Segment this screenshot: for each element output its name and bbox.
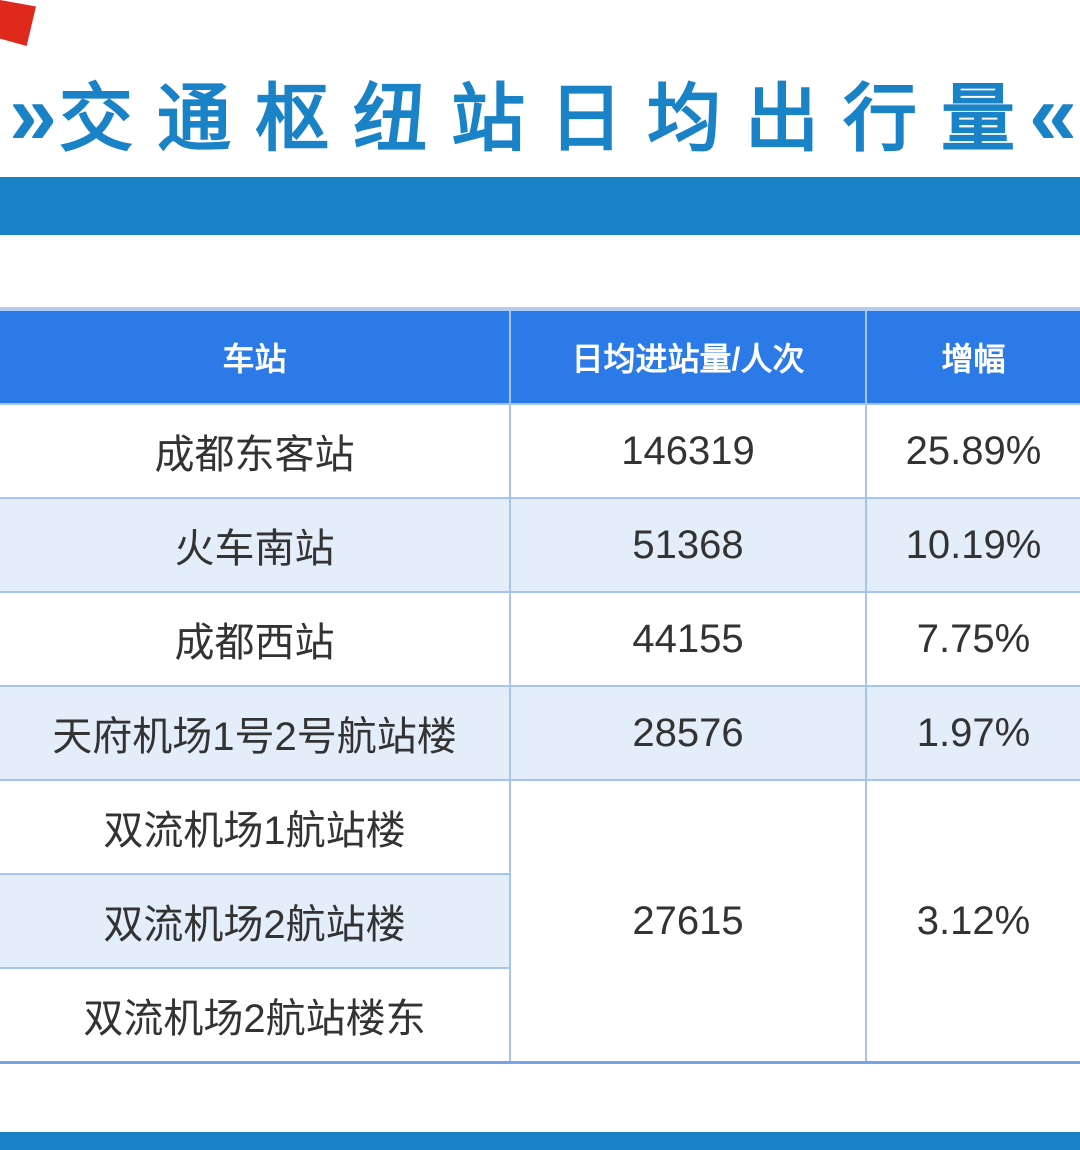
cell-growth: 25.89% xyxy=(865,403,1080,499)
cell-volume: 28576 xyxy=(509,685,867,781)
header-cell-station: 车站 xyxy=(0,308,511,405)
table-row: 成都东客站 146319 25.89% xyxy=(0,403,1080,499)
bottom-accent-bar xyxy=(0,1132,1080,1150)
cell-volume: 146319 xyxy=(509,403,867,499)
page-title: » 交通枢纽站日均出行量« xyxy=(0,72,1080,158)
cell-volume-merged: 27615 xyxy=(509,779,867,1064)
cell-station: 双流机场1航站楼 xyxy=(0,779,511,875)
chevron-right-double-icon: » xyxy=(9,67,57,163)
cell-station: 双流机场2航站楼 xyxy=(0,873,510,969)
stations-table: 车站 日均进站量/人次 增幅 成都东客站 146319 25.89% 火车南站 … xyxy=(0,307,1080,1064)
cell-station: 天府机场1号2号航站楼 xyxy=(0,685,511,781)
table-header-row: 车站 日均进站量/人次 增幅 xyxy=(0,308,1080,405)
cell-volume: 44155 xyxy=(509,591,867,687)
chevron-left-double-icon: « xyxy=(1029,67,1077,163)
table-row: 天府机场1号2号航站楼 28576 1.97% xyxy=(0,685,1080,781)
cell-growth: 7.75% xyxy=(865,591,1080,687)
table-row: 成都西站 44155 7.75% xyxy=(0,591,1080,687)
cell-station: 成都东客站 xyxy=(0,403,511,499)
title-underline-bar xyxy=(0,177,1080,235)
table-row: 火车南站 51368 10.19% xyxy=(0,497,1080,593)
cell-growth-merged: 3.12% xyxy=(865,779,1080,1064)
cell-station: 成都西站 xyxy=(0,591,511,687)
table-row: 双流机场1航站楼 27615 3.12% xyxy=(0,779,1080,1064)
cell-station: 火车南站 xyxy=(0,497,511,593)
cell-growth: 10.19% xyxy=(865,497,1080,593)
table-row: 双流机场2航站楼 xyxy=(0,873,1080,969)
page-title-text: 交通枢纽站日均出行量 xyxy=(59,77,1039,160)
table-row: 双流机场2航站楼东 xyxy=(0,967,1080,1064)
cell-volume: 51368 xyxy=(509,497,867,593)
cell-growth: 1.97% xyxy=(865,685,1080,781)
corner-ribbon-icon xyxy=(0,0,36,46)
header-cell-volume: 日均进站量/人次 xyxy=(509,308,867,405)
cell-station: 双流机场2航站楼东 xyxy=(0,967,510,1064)
header-cell-growth: 增幅 xyxy=(865,308,1080,405)
